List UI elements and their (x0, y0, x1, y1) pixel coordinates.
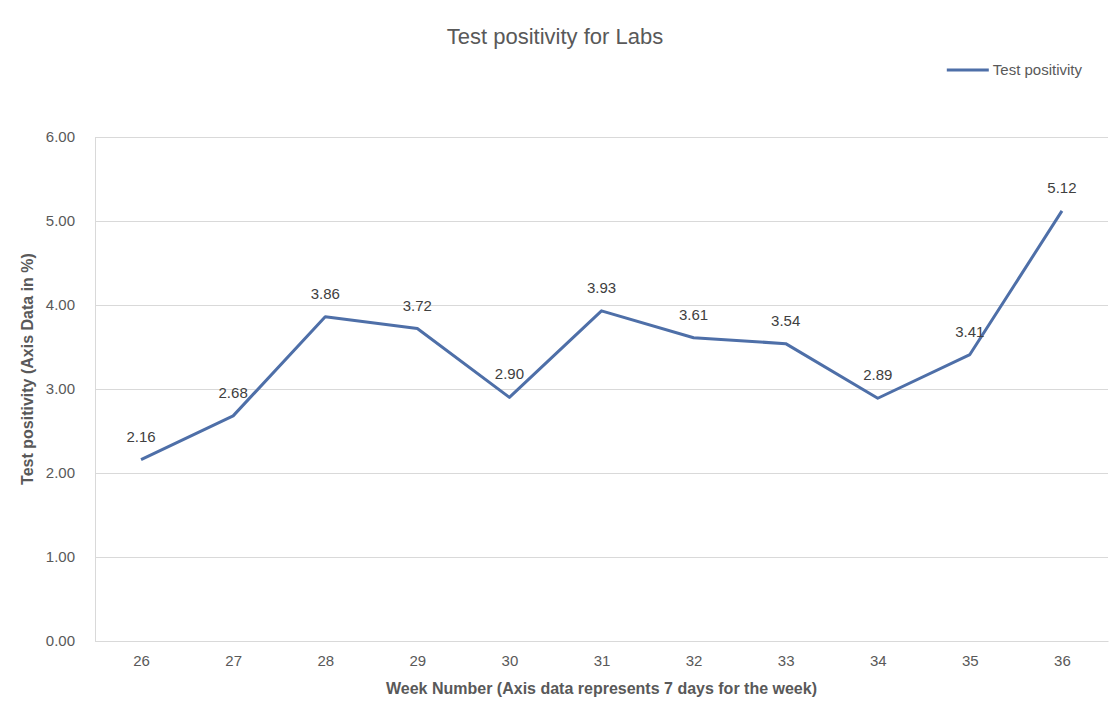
plot-area (141, 211, 1062, 460)
chart: 0.00 1.00 2.00 3.00 4.00 5.00 6.00 26 27 28 29 30 31… (0, 0, 1110, 702)
x-tick-label: 34 (870, 652, 887, 669)
grid-line (95, 557, 1108, 558)
y-tick: 0.00 (46, 632, 1108, 649)
x-tick: 30 (502, 652, 519, 669)
data-label: 3.54 (771, 312, 800, 329)
x-tick-label: 30 (502, 652, 519, 669)
x-tick-label: 27 (225, 652, 242, 669)
x-tick: 27 (225, 652, 242, 669)
x-tick: 32 (686, 652, 703, 669)
x-axis: 26 27 28 29 30 31 32 33 34 35 36 (96, 642, 1109, 669)
x-tick-label: 32 (686, 652, 703, 669)
y-tick-label: 0.00 (46, 632, 75, 649)
y-tick: 4.00 (46, 296, 1108, 313)
x-tick-label: 29 (409, 652, 426, 669)
legend-label: Test positivity (993, 61, 1083, 78)
data-label: 3.72 (403, 297, 432, 314)
y-tick-label: 2.00 (46, 464, 75, 481)
x-tick-label: 31 (594, 652, 611, 669)
legend-swatch (947, 69, 989, 72)
x-tick: 35 (962, 652, 979, 669)
y-tick: 5.00 (46, 212, 1108, 229)
y-tick: 2.00 (46, 464, 1108, 481)
data-label: 3.61 (679, 306, 708, 323)
data-label: 2.16 (126, 428, 155, 445)
x-axis-title: Week Number (Axis data represents 7 days… (386, 680, 817, 697)
y-tick: 3.00 (46, 380, 1108, 397)
data-label: 2.89 (863, 366, 892, 383)
y-axis-title: Test positivity (Axis Data in %) (19, 253, 36, 485)
x-tick: 29 (409, 652, 426, 669)
grid-line (95, 221, 1108, 222)
grid-line (95, 473, 1108, 474)
title: Test positivity for Labs (447, 24, 663, 49)
y-tick-label: 3.00 (46, 380, 75, 397)
line (141, 211, 1062, 460)
y-tick-label: 6.00 (46, 128, 75, 145)
data-label: 3.41 (955, 323, 984, 340)
x-tick-label: 26 (133, 652, 150, 669)
x-tick: 26 (133, 652, 150, 669)
legend-item: Test positivity (947, 61, 1083, 78)
x-tick: 33 (778, 652, 795, 669)
x-tick: 36 (1054, 652, 1071, 669)
x-tick-label: 36 (1054, 652, 1071, 669)
data-label: 2.68 (219, 384, 248, 401)
grid-line (95, 137, 1108, 138)
x-tick-label: 33 (778, 652, 795, 669)
x-tick: 34 (870, 652, 887, 669)
y-tick: 1.00 (46, 548, 1108, 565)
y-tick-label: 1.00 (46, 548, 75, 565)
y-tick-label: 5.00 (46, 212, 75, 229)
x-tick-label: 28 (317, 652, 334, 669)
data-labels: 2.16 2.68 3.86 3.72 2.90 3.93 3.61 3.54 2.89 3.41… (126, 179, 1076, 445)
y-tick: 6.00 (46, 128, 1108, 145)
data-label: 2.90 (495, 365, 524, 382)
data-label: 3.93 (587, 279, 616, 296)
y-axis: 0.00 1.00 2.00 3.00 4.00 5.00 6.00 (46, 128, 1108, 649)
x-tick: 28 (317, 652, 334, 669)
grid-line (95, 305, 1108, 306)
x-axis-line (96, 641, 1109, 642)
x-tick-label: 35 (962, 652, 979, 669)
x-tick: 31 (594, 652, 611, 669)
data-label: 3.86 (311, 285, 340, 302)
legend: Test positivity (947, 61, 1083, 78)
grid-line (95, 641, 1108, 642)
y-tick-label: 4.00 (46, 296, 75, 313)
data-label: 5.12 (1047, 179, 1076, 196)
